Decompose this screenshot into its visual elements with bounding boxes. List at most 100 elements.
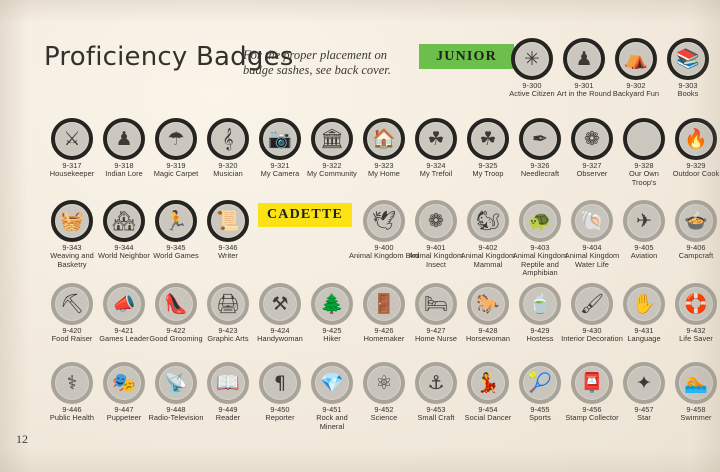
- badge-caption: 9-447 Puppeteer: [96, 405, 152, 423]
- badge-9-318[interactable]: ♟ 9-318 Indian Lore: [96, 118, 152, 179]
- badge-name: Homemaker: [363, 334, 405, 344]
- badge-9-300[interactable]: ✳ 9-300 Active Citizen: [504, 38, 560, 99]
- badge-9-430[interactable]: 🖌 9-430 Interior Decoration: [556, 283, 628, 344]
- rackets-icon: 🎾: [519, 362, 561, 404]
- badge-9-429[interactable]: 🍵 9-429 Hostess: [512, 283, 568, 344]
- hammer-wrench-icon: ⚒: [259, 283, 301, 325]
- badge-9-346[interactable]: 📜 9-346 Writer: [200, 200, 256, 261]
- badge-9-422[interactable]: 👠 9-422 Good Grooming: [148, 283, 204, 344]
- trefoil-icon: ☘: [415, 118, 457, 160]
- cooking-pot-icon-glyph: 🍲: [684, 209, 708, 232]
- badge-9-449[interactable]: 📖 9-449 Reader: [200, 362, 256, 423]
- badge-number: 9-457: [634, 405, 654, 414]
- badge-9-321[interactable]: 📷 9-321 My Camera: [252, 118, 308, 179]
- badge-9-343[interactable]: 🧺 9-343 Weaving and Basketry: [36, 200, 108, 269]
- badge-9-425[interactable]: 🌲 9-425 Hiker: [304, 283, 360, 344]
- books-icon: 📚: [667, 38, 709, 80]
- scroll-icon: 📜: [207, 200, 249, 242]
- badge-name: Needlecraft: [520, 169, 560, 179]
- badge-9-452[interactable]: ⚛ 9-452 Science: [356, 362, 412, 423]
- badge-number: 9-343: [62, 243, 82, 252]
- badge-9-456[interactable]: 📮 9-456 Stamp Collector: [564, 362, 620, 423]
- paint-roller-icon: 🖌: [571, 283, 613, 325]
- house-trees-icon-glyph: 🏠: [372, 127, 396, 150]
- badge-9-420[interactable]: ⛏ 9-420 Food Raiser: [44, 283, 100, 344]
- village-icon-glyph: 🏘: [111, 209, 137, 232]
- badge-9-403[interactable]: 🐢 9-403 Animal Kingdom Reptile and Amphibi…: [504, 200, 576, 278]
- badge-number: 9-424: [270, 326, 290, 335]
- badge-9-451[interactable]: 💎 9-451 Rock and Mineral: [304, 362, 360, 431]
- badge-9-404[interactable]: 🐚 9-404 Animal Kingdom Water Life: [556, 200, 628, 269]
- badge-9-431[interactable]: ✋ 9-431 Language: [616, 283, 672, 344]
- badge-9-454[interactable]: 💃 9-454 Social Dancer: [460, 362, 516, 423]
- badge-number: 9-428: [478, 326, 498, 335]
- badge-9-406[interactable]: 🍲 9-406 Campcraft: [668, 200, 720, 261]
- badge-9-446[interactable]: ⚕ 9-446 Public Health: [44, 362, 100, 423]
- badge-9-458[interactable]: 🏊 9-458 Swimmer: [668, 362, 720, 423]
- badge-9-326[interactable]: ✒ 9-326 Needlecraft: [512, 118, 568, 179]
- badge-9-424[interactable]: ⚒ 9-424 Handywoman: [252, 283, 308, 344]
- badge-9-325[interactable]: ☘ 9-325 My Troop: [460, 118, 516, 179]
- badge-name: Swimmer: [680, 413, 712, 423]
- badge-9-448[interactable]: 📡 9-448 Radio-Television: [148, 362, 204, 423]
- badge-9-427[interactable]: 🛏 9-427 Home Nurse: [408, 283, 464, 344]
- badge-caption: 9-403 Animal Kingdom Reptile and Amphibia…: [504, 243, 576, 278]
- badge-9-317[interactable]: ⚔ 9-317 Housekeeper: [44, 118, 100, 179]
- badge-name: Observer: [576, 169, 608, 179]
- badge-number: 9-320: [218, 161, 238, 170]
- badge-caption: 9-318 Indian Lore: [96, 161, 152, 179]
- badge-9-401[interactable]: ❁ 9-401 Animal Kingdom Insect: [400, 200, 472, 269]
- badge-9-421[interactable]: 📣 9-421 Games Leader: [96, 283, 152, 344]
- badge-9-328[interactable]: 9-328 Our Own Troop's: [616, 118, 672, 187]
- badge-number: 9-431: [634, 326, 654, 335]
- badge-9-428[interactable]: 🐎 9-428 Horsewoman: [460, 283, 516, 344]
- badge-9-303[interactable]: 📚 9-303 Books: [660, 38, 716, 99]
- badge-9-323[interactable]: 🏠 9-323 My Home: [356, 118, 412, 179]
- badge-9-301[interactable]: ♟ 9-301 Art in the Round: [556, 38, 612, 99]
- open-book-icon: 📖: [207, 362, 249, 404]
- badge-caption: 9-431 Language: [616, 326, 672, 344]
- badge-9-322[interactable]: 🏛 9-322 My Community: [304, 118, 360, 179]
- badge-9-400[interactable]: 🕊 9-400 Animal Kingdom Bird: [348, 200, 420, 261]
- badge-9-319[interactable]: ☂ 9-319 Magic Carpet: [148, 118, 204, 179]
- paint-roller-icon-glyph: 🖌: [579, 292, 605, 315]
- page-header: Proficiency Badges For the proper placem…: [0, 0, 720, 108]
- badge-9-345[interactable]: 🏃 9-345 World Games: [148, 200, 204, 261]
- badge-number: 9-447: [114, 405, 134, 414]
- capitol-icon-glyph: 🏛: [319, 127, 345, 150]
- badge-caption: 9-449 Reader: [200, 405, 256, 423]
- badge-9-405[interactable]: ✈ 9-405 Aviation: [616, 200, 672, 261]
- badge-9-302[interactable]: ⛺ 9-302 Backyard Fun: [608, 38, 664, 99]
- badge-number: 9-300: [522, 81, 542, 90]
- badge-name: Food Raiser: [51, 334, 93, 344]
- badge-9-320[interactable]: 𝄞 9-320 Musician: [200, 118, 256, 179]
- stamp-icon: 📮: [571, 362, 613, 404]
- badge-9-402[interactable]: 🐿 9-402 Animal Kingdom Mammal: [452, 200, 524, 269]
- badge-9-457[interactable]: ✦ 9-457 Star: [616, 362, 672, 423]
- badge-9-455[interactable]: 🎾 9-455 Sports: [512, 362, 568, 423]
- badge-name: Horsewoman: [465, 334, 511, 344]
- badge-9-426[interactable]: 🚪 9-426 Homemaker: [356, 283, 412, 344]
- lamp-carpet-icon: ☂: [155, 118, 197, 160]
- badge-caption: 9-450 Reporter: [252, 405, 308, 423]
- badge-name: Art in the Round: [556, 89, 612, 99]
- badge-9-344[interactable]: 🏘 9-344 World Neighbor: [96, 200, 152, 261]
- badge-name: Reader: [215, 413, 241, 423]
- badge-9-432[interactable]: 🛟 9-432 Life Saver: [668, 283, 720, 344]
- badge-9-324[interactable]: ☘ 9-324 My Trefoil: [408, 118, 464, 179]
- camera-icon: 📷: [259, 118, 301, 160]
- badge-number: 9-406: [686, 243, 706, 252]
- badge-9-447[interactable]: 🎭 9-447 Puppeteer: [96, 362, 152, 423]
- atom-icon: ⚛: [363, 362, 405, 404]
- badge-9-453[interactable]: ⚓ 9-453 Small Craft: [408, 362, 464, 423]
- badge-9-450[interactable]: ¶ 9-450 Reporter: [252, 362, 308, 423]
- badge-9-423[interactable]: 🖨 9-423 Graphic Arts: [200, 283, 256, 344]
- badge-caption: 9-405 Aviation: [616, 243, 672, 261]
- dragonfly-icon-glyph: ❁: [428, 209, 444, 232]
- badge-caption: 9-303 Books: [660, 81, 716, 99]
- shoe-icon-glyph: 👠: [164, 292, 188, 315]
- badge-name: Home Nurse: [415, 334, 457, 344]
- badge-9-327[interactable]: ❁ 9-327 Observer: [564, 118, 620, 179]
- badge-number: 9-325: [478, 161, 498, 170]
- badge-9-329[interactable]: 🔥 9-329 Outdoor Cook: [668, 118, 720, 179]
